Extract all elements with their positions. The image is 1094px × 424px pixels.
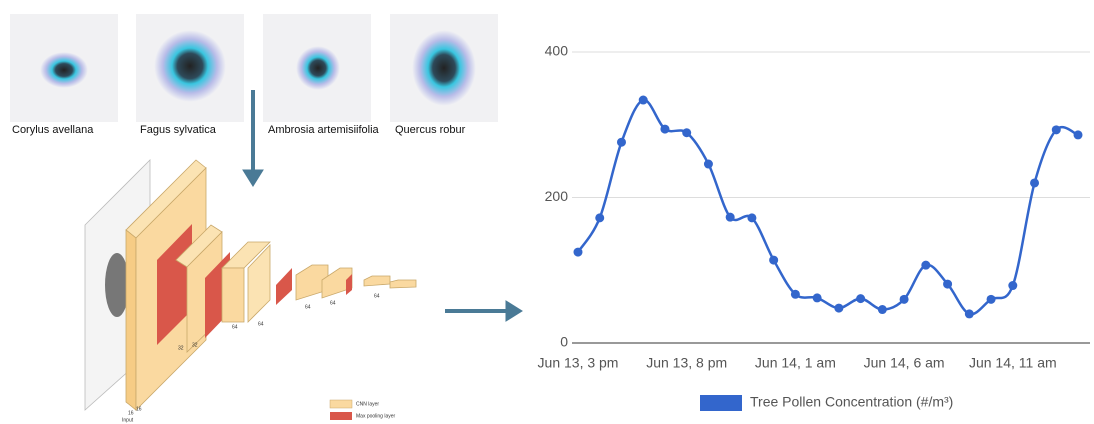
layer-size: 64 <box>258 321 264 327</box>
data-point <box>856 294 865 303</box>
x-tick-label: Jun 14, 6 am <box>864 355 945 371</box>
x-tick-label: Jun 13, 8 pm <box>646 355 727 371</box>
x-tick-label: Jun 13, 3 pm <box>538 355 619 371</box>
input-label: Input <box>122 417 134 423</box>
data-point <box>921 261 930 270</box>
data-point <box>769 256 778 265</box>
layer-size: 64 <box>232 324 238 330</box>
data-point <box>617 138 626 147</box>
layer-size: 16 <box>136 406 142 412</box>
x-tick-label: Jun 14, 1 am <box>755 355 836 371</box>
pollen-grain <box>296 46 340 90</box>
data-point <box>660 125 669 134</box>
data-point <box>726 213 735 222</box>
sample-label: Corylus avellana <box>12 124 94 136</box>
data-point <box>574 248 583 257</box>
arrow-head <box>506 301 522 321</box>
data-point <box>965 309 974 318</box>
series-line <box>578 100 1078 314</box>
y-tick-label: 0 <box>560 334 568 350</box>
data-point <box>639 96 648 105</box>
layer-size: 32 <box>192 342 198 348</box>
data-point <box>813 293 822 302</box>
data-point <box>747 213 756 222</box>
layer-size: 64 <box>330 300 336 306</box>
arrow-head <box>243 170 263 186</box>
pollen-grain <box>40 52 88 88</box>
sample-label: Quercus robur <box>395 124 466 136</box>
cnn-layer-side <box>126 230 136 410</box>
input-grain <box>105 253 129 317</box>
cnn-diagram <box>85 160 416 410</box>
data-point <box>1052 125 1061 134</box>
pollen-grain <box>154 30 226 102</box>
pollen-grain <box>412 30 476 106</box>
legend-swatch <box>330 412 352 420</box>
legend-swatch <box>330 400 352 408</box>
legend-label: Max pooling layer <box>356 413 396 419</box>
data-point <box>987 295 996 304</box>
sample-label: Ambrosia artemisiifolia <box>268 124 380 136</box>
data-point <box>595 213 604 222</box>
data-point <box>900 295 909 304</box>
data-point <box>791 290 800 299</box>
cnn-layer <box>222 268 244 322</box>
layer-size: 64 <box>374 293 380 299</box>
data-point <box>682 128 691 137</box>
data-point <box>878 305 887 314</box>
y-tick-label: 400 <box>545 43 569 59</box>
data-point <box>1074 130 1083 139</box>
line-chart: 0 200 400 Jun 13, 3 pm Jun 13, 8 pm Jun 14, 1… <box>538 43 1090 411</box>
data-point <box>704 160 713 169</box>
data-point <box>1008 281 1017 290</box>
y-tick-label: 200 <box>545 188 569 204</box>
pool-layer <box>276 268 292 305</box>
x-tick-label: Jun 14, 11 am <box>969 355 1057 371</box>
layer-size: 16 <box>128 410 134 416</box>
layer-size: 64 <box>305 304 311 310</box>
layer-size: 32 <box>178 345 184 351</box>
sample-label: Fagus sylvatica <box>140 124 217 136</box>
cnn-layer <box>364 276 390 286</box>
data-point <box>943 280 952 289</box>
data-point <box>1030 178 1039 187</box>
figure: Corylus avellana Fagus sylvatica Ambrosi… <box>0 0 1094 424</box>
cnn-layer <box>390 280 416 288</box>
legend-swatch <box>700 395 742 411</box>
legend-label: Tree Pollen Concentration (#/m³) <box>750 394 953 410</box>
legend-label: CNN layer <box>356 401 379 407</box>
data-point <box>834 304 843 313</box>
